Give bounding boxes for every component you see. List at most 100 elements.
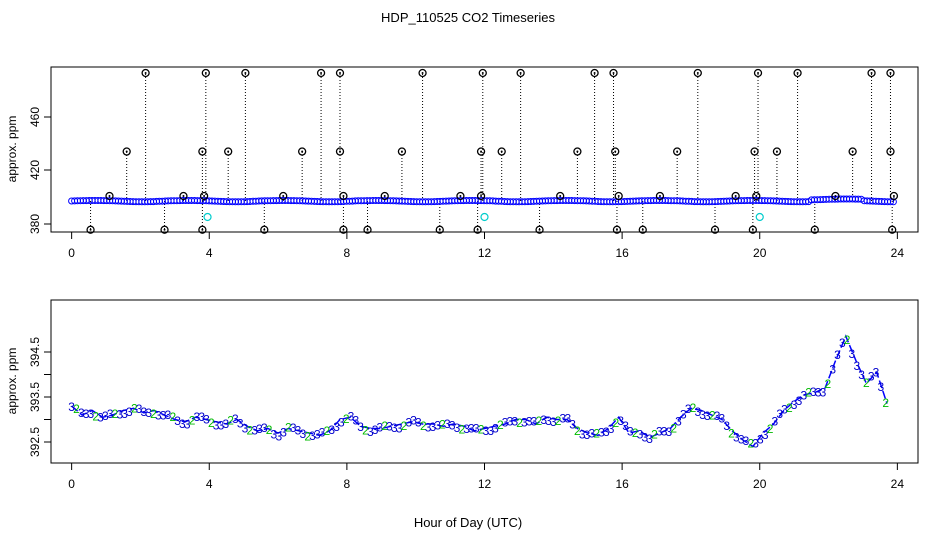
marker-3: 3	[550, 415, 557, 429]
marker-3: 3	[357, 420, 364, 434]
marker-2: 2	[863, 376, 870, 390]
marker-3: 3	[868, 370, 875, 384]
marker-3: 3	[218, 418, 225, 432]
top-x-tick-label: 24	[891, 246, 905, 260]
marker-3: 3	[256, 422, 263, 436]
marker-2: 2	[304, 429, 311, 443]
marker-3: 3	[434, 419, 441, 433]
outlier-point	[638, 225, 647, 234]
outlier-point	[141, 68, 150, 78]
flagged-point	[480, 212, 489, 222]
marker-3: 3	[661, 425, 668, 439]
outlier-point-dot	[734, 195, 737, 197]
marker-3: 3	[719, 411, 726, 425]
outlier-point-dot	[125, 150, 128, 153]
outlier-point-dot	[538, 228, 541, 231]
outlier-point-dot	[201, 228, 204, 231]
outlier-point-dot	[263, 228, 266, 231]
marker-3: 3	[155, 409, 162, 423]
bottom-ylabel: approx. ppm	[5, 348, 19, 415]
outlier-point-dot	[342, 195, 345, 197]
marker-3: 3	[637, 428, 644, 442]
marker-2: 2	[767, 422, 774, 436]
marker-3: 3	[487, 424, 494, 438]
marker-3: 3	[473, 422, 480, 436]
outlier-point	[198, 147, 207, 156]
flagged-point	[755, 212, 764, 222]
outlier-point	[224, 147, 233, 156]
marker-3: 3	[116, 407, 123, 421]
outlier-point-dot	[201, 150, 204, 153]
marker-3: 3	[641, 431, 648, 445]
outlier-point	[590, 68, 599, 78]
marker-3: 3	[699, 408, 706, 422]
outlier-point	[241, 68, 250, 78]
marker-3: 3	[405, 415, 412, 429]
outlier-point-dot	[480, 195, 483, 197]
outlier-point	[497, 147, 506, 156]
marker-2: 2	[324, 424, 331, 438]
figure-title: HDP_110525 CO2 Timeseries	[381, 10, 555, 25]
marker-3: 3	[743, 434, 750, 448]
marker-3: 3	[222, 417, 229, 431]
marker-3: 3	[492, 421, 499, 435]
outlier-point-dot	[612, 72, 615, 74]
marker-3: 3	[540, 413, 547, 427]
marker-2: 2	[381, 419, 388, 433]
outlier-point-dot	[658, 195, 661, 197]
outlier-point	[748, 225, 758, 234]
marker-3: 3	[107, 407, 114, 421]
marker-3: 3	[203, 413, 210, 427]
marker-2: 2	[786, 401, 793, 415]
outlier-point-dot	[614, 150, 617, 153]
marker-3: 3	[723, 419, 730, 433]
marker-3: 3	[646, 432, 653, 446]
bottom-x-tick-label: 16	[615, 477, 629, 491]
outlier-point	[848, 147, 857, 156]
marker-3: 3	[483, 424, 490, 438]
marker-3: 3	[617, 414, 624, 428]
marker-3: 3	[666, 425, 673, 439]
marker-2: 2	[439, 418, 446, 432]
marker-3: 3	[796, 394, 803, 408]
marker-3: 3	[410, 413, 417, 427]
top-x-tick-label: 8	[344, 246, 351, 260]
marker-3: 3	[338, 415, 345, 429]
marker-3: 3	[873, 366, 880, 380]
outlier-point	[611, 147, 620, 156]
outlier-point-dot	[89, 228, 92, 231]
marker-2: 2	[844, 333, 851, 347]
bottom-x-tick-label: 20	[753, 477, 767, 491]
outlier-point-dot	[320, 72, 323, 74]
marker-2: 2	[458, 422, 465, 436]
outlier-point-dot	[676, 150, 679, 153]
outlier-point	[380, 191, 389, 201]
marker-3: 3	[83, 407, 90, 421]
marker-2: 2	[574, 424, 581, 438]
marker-3: 3	[391, 421, 398, 435]
bottom-panel: approx. ppm 0 4 8 12 16 20 24392.5393.5394.532…	[5, 299, 919, 491]
outlier-point-dot	[519, 72, 522, 74]
outlier-point-dot	[108, 195, 111, 197]
marker-3: 3	[237, 416, 244, 430]
marker-3: 3	[468, 422, 475, 436]
top-x-tick-label: 0	[68, 246, 75, 260]
outlier-point-dot	[339, 150, 341, 153]
marker-2: 2	[670, 421, 677, 435]
marker-3: 3	[126, 405, 133, 419]
outlier-point-dot	[834, 195, 837, 197]
marker-2: 2	[825, 377, 832, 391]
outlier-point	[810, 225, 819, 234]
outlier-point	[418, 68, 427, 78]
outlier-point	[752, 191, 761, 201]
outlier-point-dot	[481, 72, 484, 74]
marker-3: 3	[299, 427, 306, 441]
top-panel: approx. ppm 0 4 8 12 16 20 24 380 420 460	[5, 66, 919, 260]
outlier-point	[198, 225, 207, 234]
baseline-point	[889, 198, 897, 206]
marker-3: 3	[194, 410, 201, 424]
marker-3: 3	[627, 425, 634, 439]
marker-3: 3	[141, 405, 148, 419]
marker-3: 3	[776, 407, 783, 421]
marker-2: 2	[478, 422, 485, 436]
